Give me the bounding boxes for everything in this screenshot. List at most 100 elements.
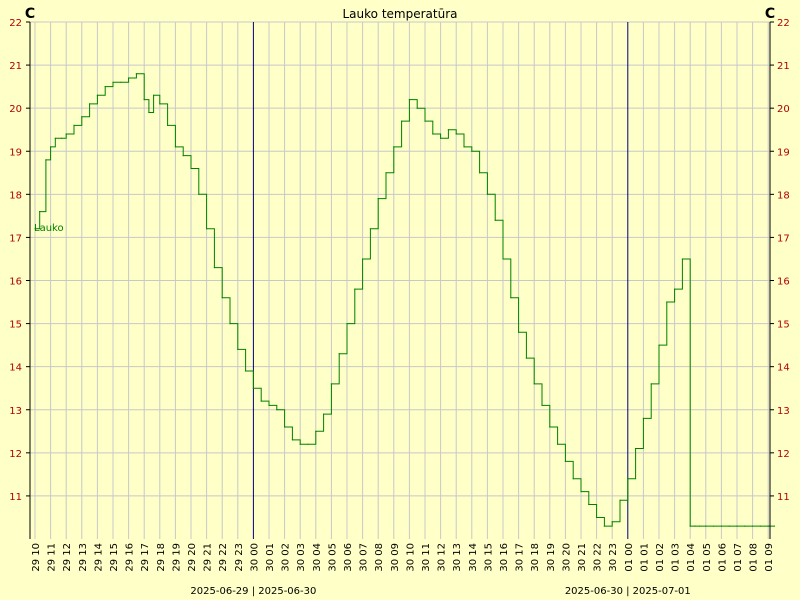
series-point <box>744 525 746 527</box>
x-tick-label: 29 21 <box>203 543 214 572</box>
series-point <box>432 133 434 135</box>
y-tick-label-right: 16 <box>777 277 790 288</box>
series-point <box>369 228 371 230</box>
x-tick-label: 30 08 <box>374 543 385 572</box>
series-point <box>728 525 730 527</box>
series-point <box>128 77 130 79</box>
y-tick-label-right: 15 <box>777 320 790 331</box>
series-point <box>408 99 410 101</box>
series-point <box>580 491 582 493</box>
y-tick-label-left: 12 <box>9 449 22 460</box>
y-tick-label-right: 14 <box>777 363 790 374</box>
series-point <box>89 103 91 105</box>
y-tick-label-right: 22 <box>777 18 790 29</box>
x-tick-label: 01 02 <box>655 543 666 572</box>
x-tick-label: 30 23 <box>608 543 619 572</box>
series-point <box>182 155 184 157</box>
x-tick-label: 29 14 <box>93 543 104 572</box>
series-point <box>330 383 332 385</box>
series-point <box>588 503 590 506</box>
series-point <box>135 73 137 75</box>
x-tick-label: 29 17 <box>140 543 151 572</box>
y-tick-label-left: 19 <box>9 147 22 158</box>
series-point <box>229 323 231 325</box>
series-point <box>699 525 701 527</box>
x-tick-label: 01 01 <box>639 543 650 572</box>
series-point <box>627 478 629 480</box>
series-point <box>752 525 754 527</box>
series-point <box>502 258 504 260</box>
x-tick-label: 01 03 <box>671 543 682 572</box>
day-boundary-label: 2025-06-29 | 2025-06-30 <box>190 586 316 597</box>
x-tick-label: 30 00 <box>249 543 260 572</box>
series-point <box>736 525 738 527</box>
y-tick-label-left: 22 <box>9 18 22 29</box>
series-point <box>713 525 715 527</box>
series-point <box>60 137 63 139</box>
series-point <box>674 288 676 290</box>
series-label-lauko: Lauko <box>34 223 64 234</box>
chart-title: Lauko temperatūra <box>343 7 458 21</box>
series-point <box>120 81 122 83</box>
series-point <box>666 301 668 303</box>
series-point <box>34 228 36 230</box>
series-point <box>268 404 270 406</box>
y-tick-label-left: 15 <box>9 320 22 331</box>
series-point <box>611 521 613 523</box>
series-point <box>73 124 75 126</box>
series-point <box>447 129 449 131</box>
series-point <box>206 228 208 230</box>
series-point <box>494 219 496 221</box>
series-point <box>315 430 317 432</box>
series-layer: Lauko <box>34 73 776 527</box>
series-point <box>463 146 465 148</box>
series-point <box>510 297 512 299</box>
series-point <box>104 86 106 88</box>
series-point <box>642 417 645 419</box>
x-tick-label: 29 22 <box>218 543 229 572</box>
y-tick-label-right: 12 <box>777 449 790 460</box>
x-tick-label: 01 00 <box>624 543 635 572</box>
y-unit-right: C <box>765 6 775 22</box>
series-point <box>167 124 169 126</box>
series-point <box>681 258 684 260</box>
y-tick-label-left: 16 <box>9 277 22 288</box>
series-point <box>572 478 574 480</box>
x-tick-label: 30 12 <box>437 543 448 572</box>
x-tick-label: 01 05 <box>702 543 713 572</box>
series-point <box>284 426 286 428</box>
x-tick-label: 30 19 <box>546 543 557 572</box>
series-point <box>81 116 83 118</box>
series-point <box>767 525 769 527</box>
x-tick-label: 30 09 <box>390 543 401 572</box>
series-point <box>525 357 528 359</box>
series-point <box>596 516 598 519</box>
series-point <box>346 323 348 325</box>
series-point <box>50 146 52 148</box>
x-tick-label: 29 16 <box>125 543 136 572</box>
y-tick-label-right: 11 <box>777 492 790 503</box>
y-axis-left: 11 12 13 14 15 16 17 18 19 20 21 22 <box>9 18 30 503</box>
x-tick-label: 30 02 <box>281 543 292 572</box>
x-tick-label: 29 11 <box>47 543 58 572</box>
series-point <box>299 443 301 445</box>
series-point <box>471 150 473 152</box>
series-point <box>143 99 145 101</box>
series-point <box>720 525 723 527</box>
series-point <box>533 383 535 385</box>
series-point <box>635 447 637 450</box>
series-point <box>362 258 364 260</box>
x-tick-label: 29 13 <box>78 543 89 572</box>
y-tick-label-left: 11 <box>9 492 22 503</box>
series-point <box>307 443 309 445</box>
series-point <box>385 172 387 174</box>
x-tick-label: 30 13 <box>452 543 463 572</box>
series-point <box>658 344 660 346</box>
series-point <box>354 288 356 290</box>
x-axis: 29 10 29 11 29 12 29 13 29 14 29 15 29 16 29 17… <box>31 543 775 572</box>
x-tick-label: 30 22 <box>593 543 604 572</box>
series-point <box>486 193 488 195</box>
series-point <box>174 146 176 148</box>
x-tick-label: 30 17 <box>515 543 526 572</box>
